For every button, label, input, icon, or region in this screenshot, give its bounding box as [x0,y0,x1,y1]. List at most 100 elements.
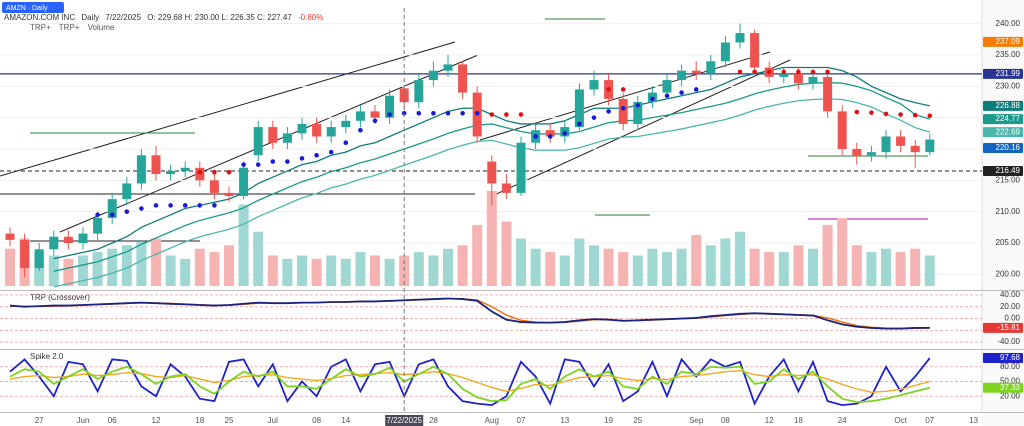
candle-body [487,161,497,184]
x-tick-label: 07 [517,416,526,425]
candle-body [107,199,117,218]
candle-body [34,249,44,269]
trend-line [0,41,456,177]
trail-dot [197,203,203,208]
trail-dot [212,169,217,175]
candle-body [896,136,906,146]
y-tick-label: 40.00 [1000,290,1021,299]
candle-body [837,111,847,149]
volume-bar [662,252,672,286]
volume-bar [340,258,351,286]
symbol-tab-label[interactable]: AMZN · Daily [6,5,48,12]
trail-dot [431,110,436,116]
candle-body [78,233,88,243]
candle-body [341,120,351,128]
trail-dot [343,140,349,146]
y-tick-label: 200.00 [996,269,1021,278]
x-tick-label: 14 [341,416,350,425]
candle-body [574,89,584,128]
trail-dot [620,87,626,92]
y-tick-label: 240.00 [996,19,1021,28]
candle-body [706,61,716,74]
volume-bar [151,238,161,286]
trail-dot [153,203,159,208]
trail-dot [693,87,699,92]
price-label-box [983,68,1023,79]
candle-body [881,136,891,153]
volume-bar [297,255,307,286]
trail-dot [474,110,480,116]
trail-dot [372,118,378,124]
price-label: 237.09 [996,37,1021,46]
volume-bar [895,252,906,286]
trail-dot [241,162,246,167]
trail-dot [445,110,451,116]
trail-dot [679,90,684,95]
price-label-box [983,114,1023,125]
volume-bar [501,221,512,286]
trail-dot [810,69,816,75]
candle-body [355,111,365,121]
volume-bar [574,238,585,286]
volume-bar [121,245,132,286]
candle-body [312,123,322,137]
trail-dot [197,169,203,175]
x-tick-label: 12 [765,416,774,425]
indicator-legend: TRP+ TRP+ Volume [30,23,115,32]
x-tick-label: 28 [429,416,438,425]
header-date: 7/22/2025 [105,13,141,22]
trail-dot [489,112,495,117]
x-tick-label: 18 [195,416,204,425]
volume-bar [647,248,658,286]
candle-body [545,130,555,137]
candle-body [793,73,803,84]
price-label-box [983,127,1023,138]
candle-body [925,139,935,153]
volume-bar [851,245,862,286]
x-tick-label: 19 [604,416,613,425]
symbol-tab[interactable] [2,2,64,13]
trail-dot [577,121,582,127]
candle-body [239,167,249,196]
header: AMAZON.COM INC Daily 7/22/2025 O: 229.68… [4,13,323,22]
price-label: -15.81 [997,323,1020,332]
trail-dot [752,69,757,75]
volume-bar [910,248,921,286]
volume-bar [92,252,103,286]
trend-line [479,51,771,141]
trail-dot [124,209,130,214]
price-label: 231.99 [996,69,1021,78]
volume-bar [545,252,556,286]
x-tick-label: 13 [560,416,569,425]
trail-dot [226,169,232,175]
trend-line [59,54,479,233]
candle-body [779,73,789,77]
price-label: 216.49 [996,166,1021,175]
x-tick-label: 25 [633,416,642,425]
candle-body [63,236,73,243]
trail-dot [285,159,290,164]
y-tick-label: 20.00 [1000,302,1021,311]
header-change: -0.80% [298,13,323,22]
candle-body [122,183,132,200]
trail-dot [591,115,597,120]
price-label-box [983,322,1023,333]
price-label-box [983,142,1023,153]
moving-average [53,98,930,288]
volume-bar [78,255,88,286]
volume-bar [778,252,789,286]
price-label: 222.69 [996,127,1021,136]
trail-dot [635,102,641,108]
candle-body [49,236,59,250]
volume-bar [63,258,74,286]
volume-bar [808,248,818,286]
price-label-box [983,36,1023,47]
x-tick-label: 08 [721,416,730,425]
panel-title: TRP (Crossover) [30,293,90,302]
trail-dot [854,109,860,115]
volume-bar [5,248,15,286]
volume-bar [589,245,599,286]
price-label-box [983,165,1023,176]
candle-body [268,127,278,143]
